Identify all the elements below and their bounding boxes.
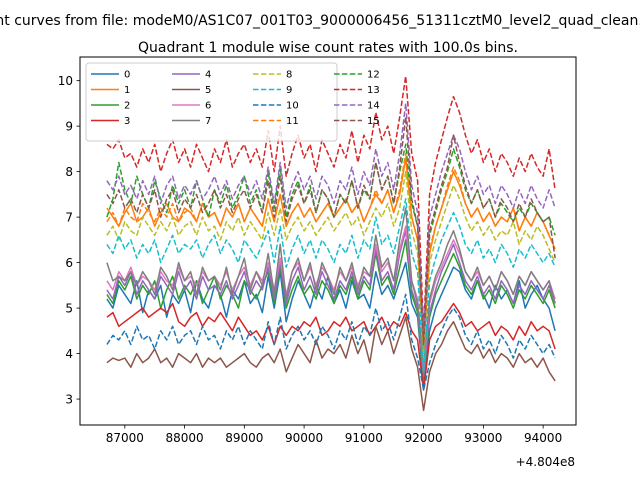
legend-label-10: 10 (286, 101, 299, 112)
series-line-8 (106, 170, 556, 359)
x-tick-label: 88000 (165, 431, 203, 445)
legend-label-9: 9 (286, 85, 292, 96)
legend-label-14: 14 (367, 101, 380, 112)
y-tick-label: 9 (65, 120, 73, 134)
x-axis: 87000 88000 89000 90000 91000 92000 93000 94000 (106, 425, 562, 445)
legend-label-11: 11 (286, 116, 299, 127)
series-line-13 (106, 75, 556, 332)
series-line-14 (106, 102, 556, 337)
y-tick-label: 7 (65, 211, 73, 225)
series-line-4 (106, 230, 556, 378)
chart-title: Quadrant 1 module wise count rates with … (138, 40, 518, 56)
y-tick-label: 8 (65, 165, 73, 179)
series-line-2 (106, 239, 556, 382)
series-line-5 (106, 316, 556, 412)
y-tick-label: 10 (58, 74, 73, 88)
series-line-3 (106, 302, 556, 391)
legend-label-13: 13 (367, 85, 380, 96)
x-tick-label: 91000 (345, 431, 383, 445)
y-tick-label: 3 (65, 393, 73, 407)
legend-label-8: 8 (286, 70, 292, 81)
x-tick-label: 89000 (225, 431, 263, 445)
series-line-9 (106, 198, 556, 373)
x-tick-label: 90000 (285, 431, 323, 445)
y-tick-label: 5 (65, 302, 73, 316)
legend-label-6: 6 (205, 101, 211, 112)
legend-label-4: 4 (205, 70, 211, 81)
figure-suptitle: Light curves from file: modeM0/AS1C07_00… (0, 13, 640, 29)
series-line-7 (106, 207, 556, 368)
legend-label-2: 2 (124, 101, 130, 112)
legend-frame (85, 62, 338, 142)
legend-label-0: 0 (124, 70, 130, 81)
y-tick-label: 4 (65, 347, 73, 361)
series-group (106, 75, 556, 412)
legend-label-5: 5 (205, 85, 211, 96)
series-line-10 (106, 293, 556, 391)
x-tick-label: 87000 (106, 431, 144, 445)
axes-spines (79, 56, 577, 426)
x-tick-label: 92000 (405, 431, 443, 445)
legend-label-7: 7 (205, 116, 211, 127)
series-line-15 (106, 116, 556, 346)
y-axis: 3 4 5 6 7 8 9 10 (58, 74, 80, 407)
x-tick-label: 93000 (464, 431, 502, 445)
legend-label-15: 15 (367, 116, 380, 127)
y-tick-label: 6 (65, 256, 73, 270)
legend-label-12: 12 (367, 70, 380, 81)
x-tick-label: 94000 (524, 431, 562, 445)
legend-label-3: 3 (124, 116, 130, 127)
x-offset-label: +4.804e8 (516, 455, 575, 469)
legend-label-1: 1 (124, 85, 130, 96)
